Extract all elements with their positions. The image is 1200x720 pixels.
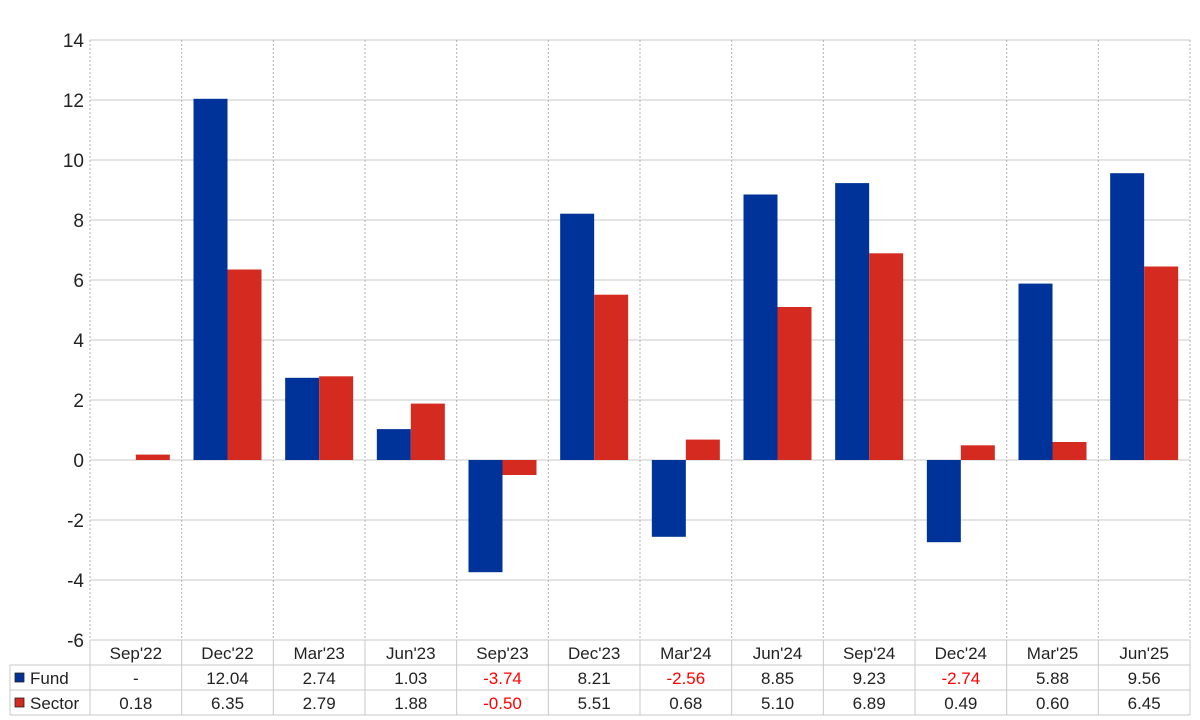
x-tick-label: Jun'24 bbox=[753, 644, 803, 663]
table-value-sector: 5.10 bbox=[761, 694, 794, 713]
bars bbox=[135, 98, 1179, 573]
y-tick-label: 4 bbox=[73, 331, 84, 352]
bar-fund bbox=[285, 377, 320, 460]
data-table: Sep'22 Dec'22 Mar'23 Jun'23 Sep'23 Dec'23 Mar'… bbox=[9, 639, 1191, 716]
y-tick-label: 8 bbox=[73, 211, 84, 232]
bar-sector bbox=[227, 269, 262, 460]
table-value-fund: 1.03 bbox=[394, 669, 427, 688]
table-value-sector: 0.49 bbox=[944, 694, 977, 713]
y-tick-label: 0 bbox=[73, 451, 84, 472]
table-value-sector: 0.60 bbox=[1036, 694, 1069, 713]
x-tick-label: Mar'23 bbox=[293, 644, 344, 663]
bar-fund bbox=[651, 460, 686, 537]
y-tick-label: -4 bbox=[67, 571, 84, 592]
table-value-fund: - bbox=[133, 669, 139, 688]
table-value-fund: 12.04 bbox=[206, 669, 249, 688]
table-value-fund: 2.74 bbox=[303, 669, 336, 688]
bar-fund bbox=[743, 194, 778, 460]
table-value-fund: 9.23 bbox=[853, 669, 886, 688]
table-value-fund: 5.88 bbox=[1036, 669, 1069, 688]
table-value-sector: 2.79 bbox=[303, 694, 336, 713]
bar-fund bbox=[926, 460, 961, 543]
y-tick-label: 6 bbox=[73, 271, 84, 292]
y-tick-label: -6 bbox=[67, 631, 84, 652]
table-value-sector: 0.68 bbox=[669, 694, 702, 713]
bar-sector bbox=[135, 454, 170, 460]
x-tick-label: Mar'25 bbox=[1027, 644, 1078, 663]
y-tick-label: 10 bbox=[63, 151, 84, 172]
bar-sector bbox=[777, 307, 812, 460]
table-value-sector: -0.50 bbox=[483, 694, 522, 713]
table-value-fund: 8.21 bbox=[578, 669, 611, 688]
bar-sector bbox=[960, 445, 995, 460]
table-value-fund: -3.74 bbox=[483, 669, 522, 688]
table-value-sector: 1.88 bbox=[394, 694, 427, 713]
y-tick-label: -2 bbox=[67, 511, 84, 532]
legend-label-fund: Fund bbox=[30, 669, 69, 688]
table-value-sector: 6.35 bbox=[211, 694, 244, 713]
bar-sector bbox=[594, 294, 629, 460]
bar-fund bbox=[468, 460, 503, 573]
x-tick-label: Dec'24 bbox=[935, 644, 987, 663]
x-tick-label: Sep'23 bbox=[476, 644, 528, 663]
bar-sector bbox=[685, 439, 720, 460]
bar-fund bbox=[1110, 173, 1145, 460]
table-value-fund: 8.85 bbox=[761, 669, 794, 688]
x-tick-label: Sep'22 bbox=[110, 644, 162, 663]
bar-fund bbox=[193, 98, 228, 461]
bar-fund bbox=[376, 429, 411, 460]
table-value-sector: 5.51 bbox=[578, 694, 611, 713]
x-tick-label: Mar'24 bbox=[660, 644, 711, 663]
table-value-fund: -2.56 bbox=[666, 669, 705, 688]
x-tick-label: Dec'23 bbox=[568, 644, 620, 663]
bar-sector bbox=[502, 460, 537, 475]
bar-fund bbox=[560, 213, 595, 460]
x-tick-label: Jun'25 bbox=[1119, 644, 1169, 663]
bar-fund bbox=[1018, 283, 1053, 460]
table-value-sector: 6.89 bbox=[853, 694, 886, 713]
y-axis: 14 12 10 8 6 4 2 0 -2 -4 -6 bbox=[63, 31, 85, 652]
bar-sector bbox=[410, 403, 445, 460]
x-tick-label: Dec'22 bbox=[201, 644, 253, 663]
x-tick-label: Jun'23 bbox=[386, 644, 436, 663]
table-value-sector: 0.18 bbox=[119, 694, 152, 713]
table-value-sector: 6.45 bbox=[1128, 694, 1161, 713]
x-tick-label: Sep'24 bbox=[843, 644, 895, 663]
legend-label-sector: Sector bbox=[30, 694, 79, 713]
y-tick-label: 2 bbox=[73, 391, 84, 412]
bar-sector bbox=[319, 376, 354, 460]
bar-fund bbox=[835, 183, 870, 460]
bar-sector bbox=[1052, 442, 1087, 460]
bar-sector bbox=[869, 253, 904, 460]
legend-swatch-sector bbox=[14, 697, 25, 708]
table-value-fund: -2.74 bbox=[941, 669, 980, 688]
legend-swatch-fund bbox=[14, 672, 25, 683]
table-value-fund: 9.56 bbox=[1128, 669, 1161, 688]
bar-sector bbox=[1144, 266, 1179, 460]
y-tick-label: 12 bbox=[63, 91, 84, 112]
y-tick-label: 14 bbox=[63, 31, 85, 52]
